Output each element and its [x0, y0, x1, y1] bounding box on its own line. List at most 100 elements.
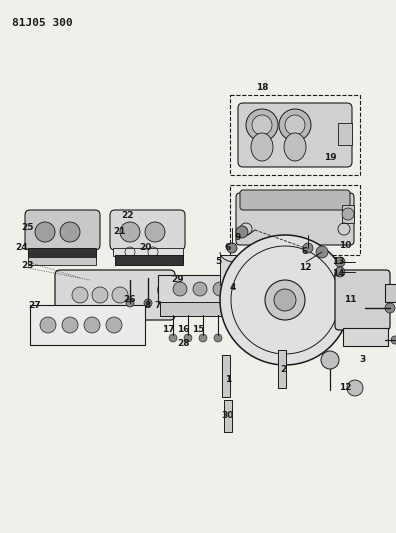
- FancyBboxPatch shape: [25, 210, 100, 250]
- FancyBboxPatch shape: [335, 270, 390, 330]
- Bar: [222, 355, 230, 397]
- Text: 4: 4: [230, 284, 236, 293]
- Bar: [115, 255, 183, 265]
- Bar: [230, 185, 360, 255]
- Circle shape: [145, 222, 165, 242]
- Bar: [230, 95, 360, 175]
- Text: 24: 24: [16, 244, 28, 253]
- Ellipse shape: [274, 289, 296, 311]
- Text: 19: 19: [324, 152, 336, 161]
- Text: 5: 5: [215, 257, 221, 266]
- Text: 23: 23: [22, 261, 34, 270]
- Text: 6: 6: [302, 247, 308, 256]
- Circle shape: [391, 336, 396, 344]
- Circle shape: [335, 267, 345, 277]
- Text: 81J05 300: 81J05 300: [12, 18, 73, 28]
- Circle shape: [199, 334, 207, 342]
- Text: 13: 13: [332, 257, 344, 266]
- Text: 27: 27: [29, 301, 41, 310]
- Text: 17: 17: [162, 326, 174, 335]
- Text: 10: 10: [339, 240, 351, 249]
- Circle shape: [84, 317, 100, 333]
- Text: 14: 14: [332, 269, 344, 278]
- Text: 3: 3: [359, 356, 365, 365]
- Text: 25: 25: [22, 223, 34, 232]
- Bar: [28, 257, 96, 265]
- FancyBboxPatch shape: [238, 103, 352, 167]
- Text: 18: 18: [256, 84, 268, 93]
- Circle shape: [214, 334, 222, 342]
- Circle shape: [120, 222, 140, 242]
- Circle shape: [252, 115, 272, 135]
- Circle shape: [335, 257, 345, 267]
- Text: 20: 20: [139, 244, 151, 253]
- Circle shape: [112, 287, 128, 303]
- FancyBboxPatch shape: [110, 210, 185, 250]
- Text: 12: 12: [339, 384, 351, 392]
- Circle shape: [285, 115, 305, 135]
- Circle shape: [316, 246, 328, 258]
- Circle shape: [40, 317, 56, 333]
- Bar: [28, 248, 96, 258]
- Circle shape: [303, 243, 313, 253]
- Text: 11: 11: [344, 295, 356, 304]
- Circle shape: [233, 282, 247, 296]
- Bar: [248, 272, 266, 317]
- Circle shape: [144, 299, 152, 307]
- Circle shape: [60, 222, 80, 242]
- Text: 6: 6: [225, 244, 231, 253]
- Text: 7: 7: [155, 301, 161, 310]
- FancyBboxPatch shape: [55, 270, 175, 320]
- Ellipse shape: [284, 133, 306, 161]
- FancyBboxPatch shape: [240, 190, 350, 210]
- Circle shape: [213, 282, 227, 296]
- Bar: [170, 283, 185, 297]
- Text: 9: 9: [235, 233, 241, 243]
- Text: 22: 22: [122, 211, 134, 220]
- Circle shape: [321, 351, 339, 369]
- Bar: [224, 400, 232, 432]
- Text: 21: 21: [114, 227, 126, 236]
- Text: 16: 16: [177, 326, 189, 335]
- Circle shape: [92, 287, 108, 303]
- Circle shape: [227, 243, 237, 253]
- Text: 26: 26: [124, 295, 136, 304]
- Ellipse shape: [220, 235, 350, 365]
- Circle shape: [106, 317, 122, 333]
- Bar: [113, 248, 183, 256]
- Text: 15: 15: [192, 326, 204, 335]
- Ellipse shape: [251, 133, 273, 161]
- FancyBboxPatch shape: [236, 193, 354, 245]
- Ellipse shape: [265, 280, 305, 320]
- Bar: [385, 284, 396, 302]
- Bar: [158, 275, 258, 303]
- Circle shape: [72, 287, 88, 303]
- Circle shape: [342, 208, 354, 220]
- Circle shape: [385, 303, 395, 313]
- Circle shape: [279, 109, 311, 141]
- Text: 1: 1: [225, 376, 231, 384]
- Text: 30: 30: [222, 410, 234, 419]
- Bar: [343, 328, 388, 346]
- Text: 12: 12: [299, 263, 311, 272]
- Bar: [338, 123, 352, 145]
- Circle shape: [184, 334, 192, 342]
- Text: 29: 29: [172, 276, 184, 285]
- Circle shape: [347, 380, 363, 396]
- Circle shape: [236, 226, 248, 238]
- Text: 28: 28: [177, 338, 189, 348]
- Text: 2: 2: [280, 366, 286, 375]
- Circle shape: [169, 334, 177, 342]
- Circle shape: [62, 317, 78, 333]
- Bar: [220, 255, 255, 285]
- Circle shape: [193, 282, 207, 296]
- Text: 8: 8: [145, 301, 151, 310]
- Bar: [160, 302, 258, 316]
- Bar: [30, 305, 145, 345]
- Circle shape: [173, 282, 187, 296]
- Circle shape: [35, 222, 55, 242]
- Circle shape: [126, 299, 134, 307]
- Bar: [342, 205, 354, 223]
- Circle shape: [246, 109, 278, 141]
- Bar: [278, 350, 286, 388]
